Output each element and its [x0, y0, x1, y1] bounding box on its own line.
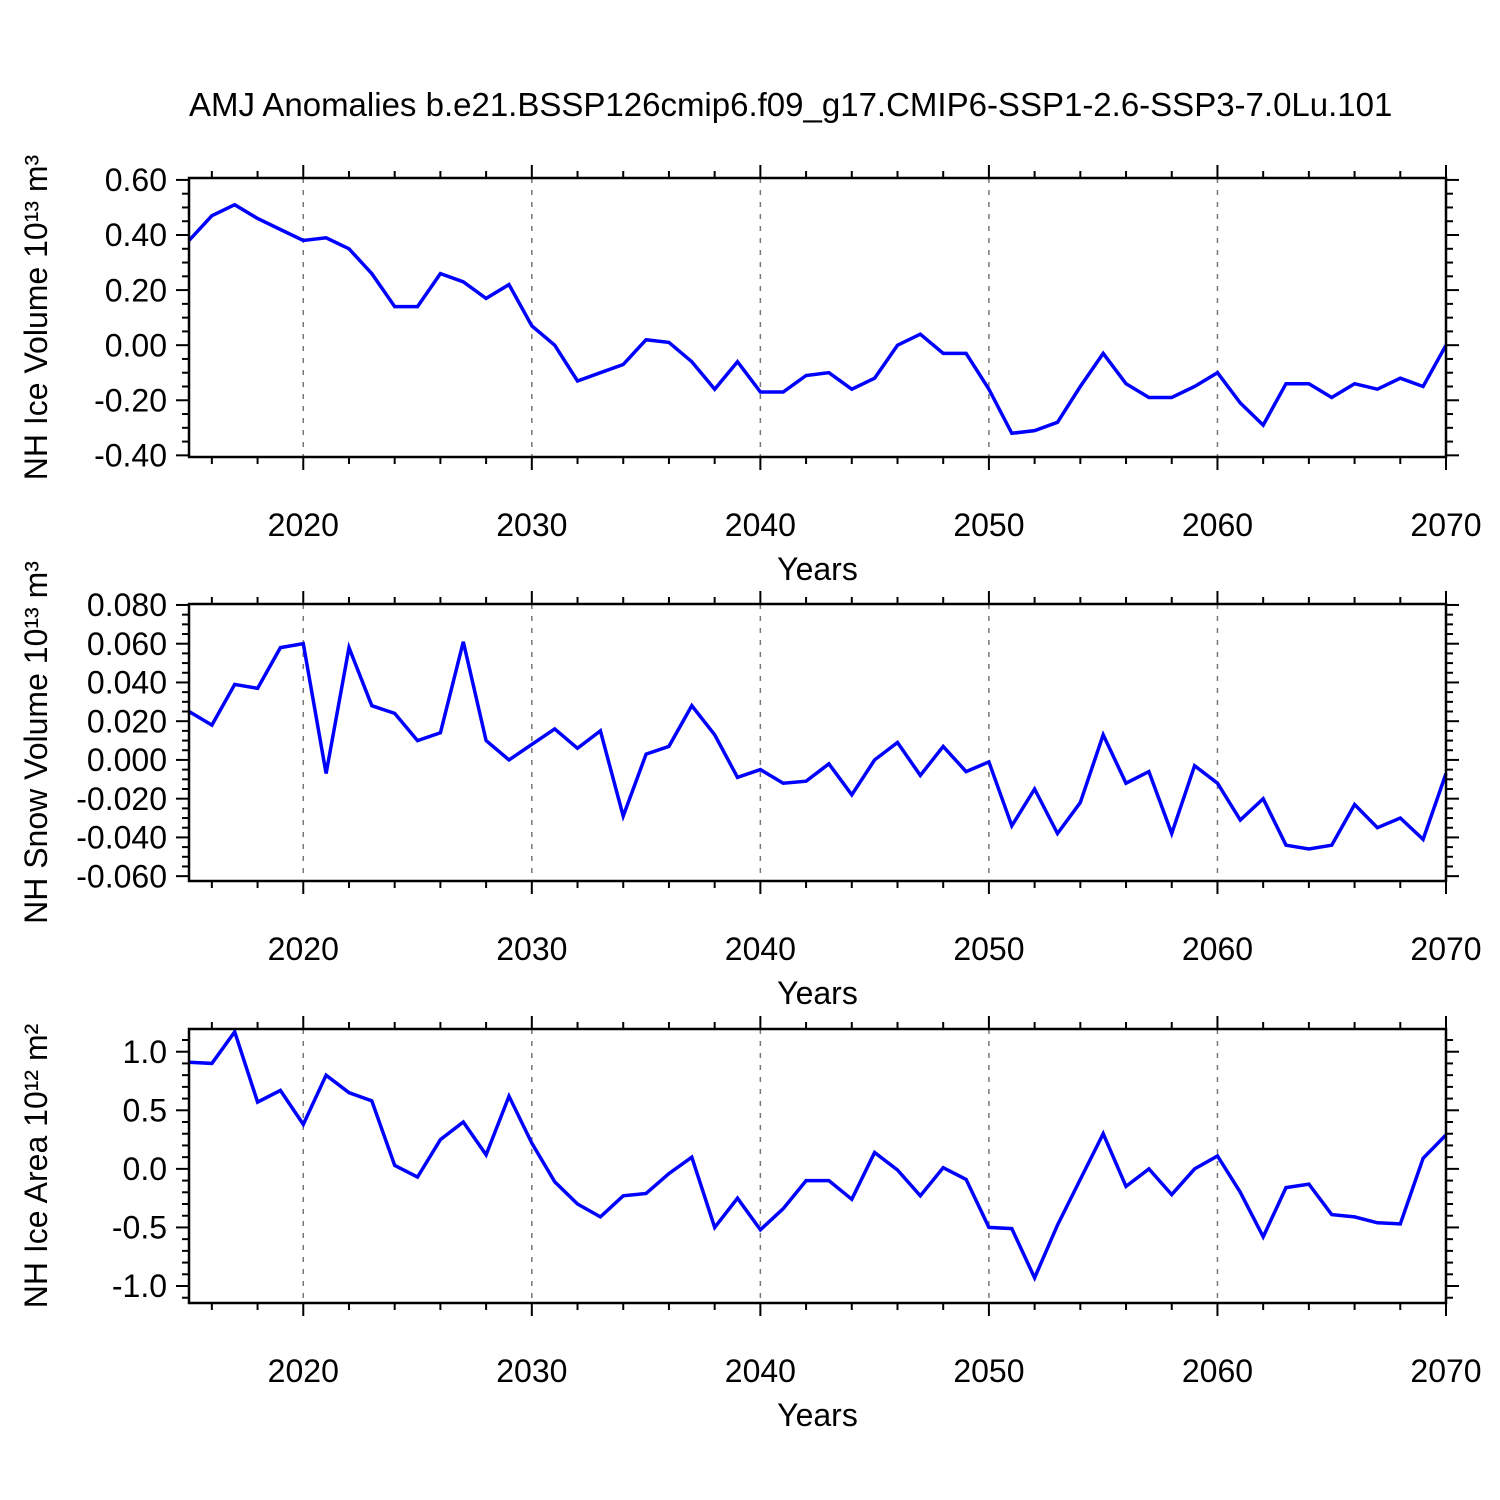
x-tick-label: 2060: [1182, 1353, 1253, 1389]
y-tick-label: 0.20: [105, 272, 167, 308]
figure-title: AMJ Anomalies b.e21.BSSP126cmip6.f09_g17…: [189, 86, 1393, 123]
y-tick-label: -0.040: [76, 820, 167, 856]
y-tick-label: 0.0: [123, 1151, 167, 1187]
y-tick-label: -0.20: [94, 382, 167, 418]
plot-frame: [187, 176, 1448, 459]
x-tick-label: 2060: [1182, 931, 1253, 967]
y-tick-label: -0.020: [76, 781, 167, 817]
nh-snow-volume-line: [188, 641, 1448, 851]
y-tick-label: 0.00: [105, 327, 167, 363]
x-tick-label: 2030: [496, 931, 567, 967]
panel-nh-ice-volume: 0.60 0.40 0.20 0.00 -0.20 -0.40 2020 2030 2040 20…: [18, 154, 1481, 587]
y-tick-label: 1.0: [123, 1034, 167, 1070]
x-tick-label: 2070: [1410, 931, 1481, 967]
y-tick-label: 0.000: [87, 742, 167, 778]
y-tick-label: 0.080: [87, 587, 167, 623]
y-axis-title: NH Ice Area 10¹² m²: [18, 1023, 54, 1308]
x-tick-label: 2070: [1410, 507, 1481, 543]
y-tick-label: 0.40: [105, 217, 167, 253]
plot-frame: [187, 602, 1448, 883]
y-tick-label: 0.060: [87, 626, 167, 662]
x-tick-label: 2040: [725, 507, 796, 543]
x-tick-label: 2050: [953, 1353, 1024, 1389]
x-tick-label: 2030: [496, 507, 567, 543]
x-tick-label: 2050: [953, 507, 1024, 543]
y-tick-label: -0.40: [94, 438, 167, 474]
x-axis-title: Years: [777, 551, 858, 587]
x-tick-label: 2020: [268, 931, 339, 967]
y-axis-title: NH Snow Volume 10¹³ m³: [18, 561, 54, 924]
nh-ice-area-line: [188, 1027, 1448, 1283]
y-axis-title: NH Ice Volume 10¹³ m³: [18, 154, 54, 480]
x-tick-label: 2070: [1410, 1353, 1481, 1389]
nh-ice-volume-line: [187, 202, 1448, 436]
x-tick-label: 2050: [953, 931, 1024, 967]
y-tick-label: 0.040: [87, 665, 167, 701]
panel-nh-snow-volume: 0.0800.0600.0400.0200.000-0.020-0.040-0.…: [18, 561, 1481, 1011]
x-tick-label: 2040: [725, 931, 796, 967]
y-tick-label: -0.5: [112, 1210, 167, 1246]
x-tick-label: 2020: [268, 507, 339, 543]
x-axis-title: Years: [777, 975, 858, 1011]
x-axis-title: Years: [777, 1397, 858, 1433]
panel-nh-ice-area: 1.0 0.5 0.0 -0.5 -1.0 2020 2030 2040 2050 2060 207…: [18, 1016, 1482, 1433]
x-tick-label: 2020: [268, 1353, 339, 1389]
plot-frame: [187, 1027, 1448, 1305]
y-tick-label: 0.020: [87, 703, 167, 739]
y-tick-label: -1.0: [112, 1268, 167, 1304]
x-tick-label: 2040: [725, 1353, 796, 1389]
y-tick-label: -0.060: [76, 858, 167, 894]
x-tick-label: 2060: [1182, 507, 1253, 543]
x-tick-label: 2030: [496, 1353, 567, 1389]
y-tick-label: 0.5: [123, 1092, 167, 1128]
y-tick-label: 0.60: [105, 162, 167, 198]
